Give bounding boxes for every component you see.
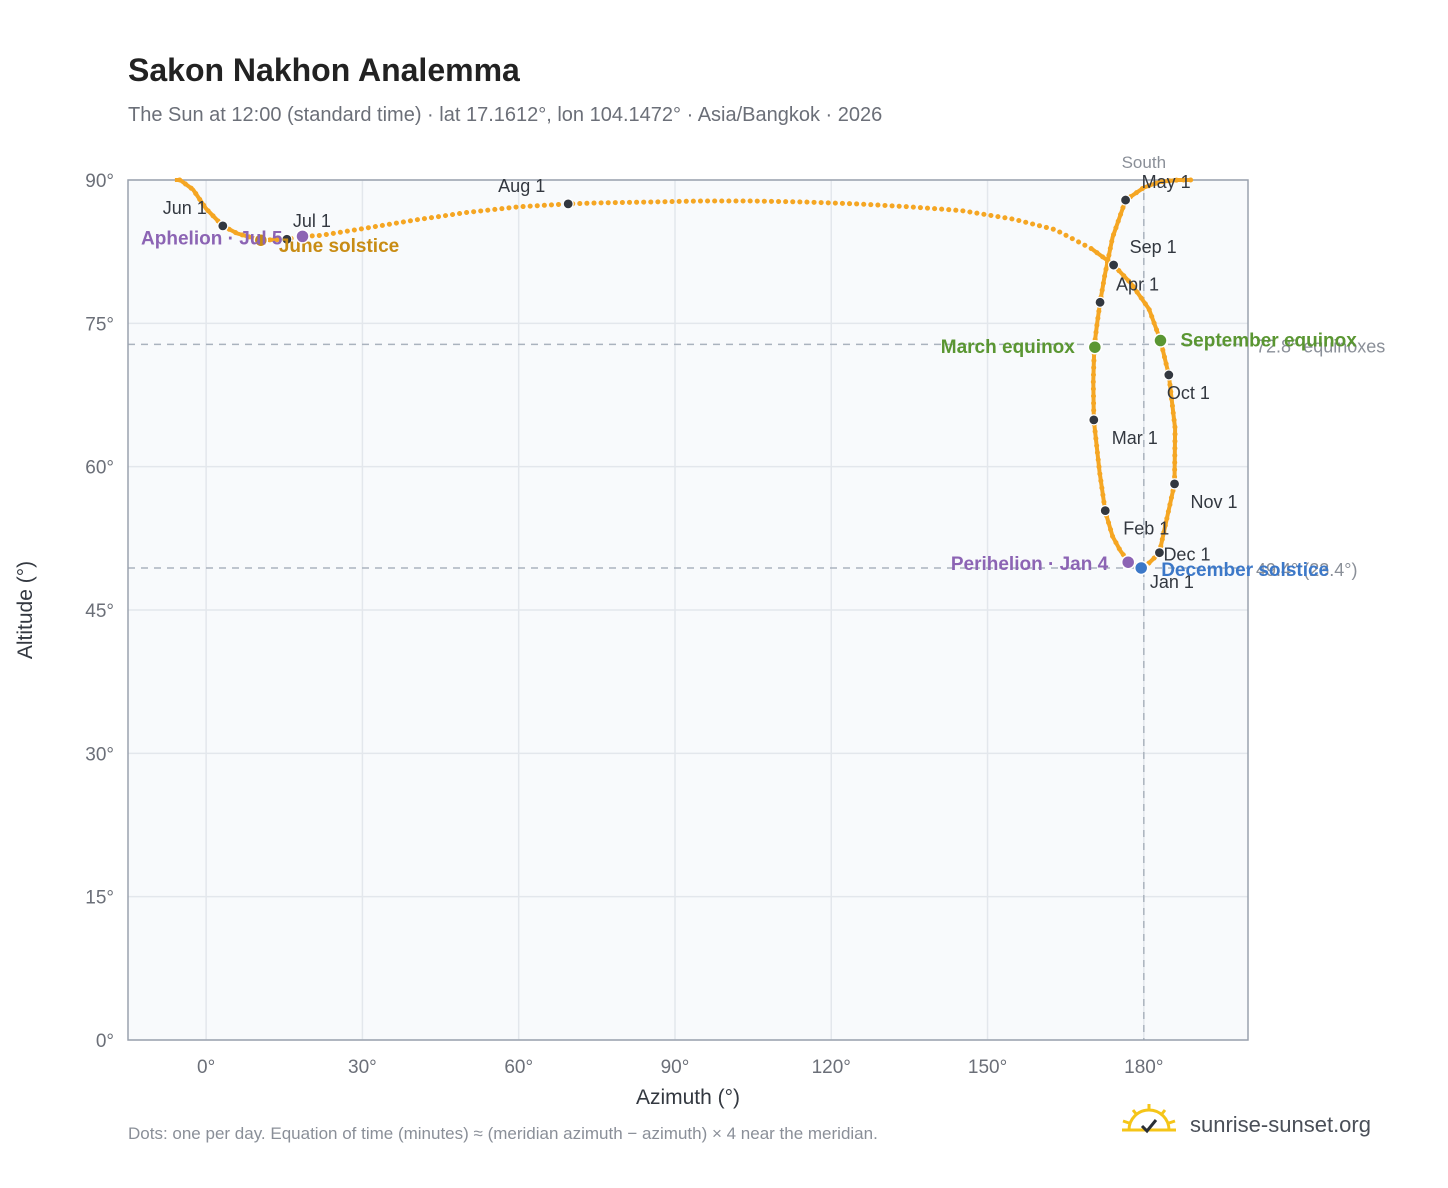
- month-markers: Jan 1 Feb 1 Mar 1 Apr 1 May 1 Jun 1 Jul 1 Aug 1…: [163, 172, 1238, 592]
- chart-subtitle: The Sun at 12:00 (standard time) · lat 1…: [128, 104, 883, 126]
- month-marker-label: Nov 1: [1191, 492, 1238, 512]
- footnote: Dots: one per day. Equation of time (min…: [128, 1124, 878, 1143]
- x-tick-label: 120°: [812, 1057, 851, 1078]
- event-markers: March equinox September equinox June solst…: [141, 228, 1357, 581]
- event-marker: [1087, 339, 1103, 355]
- month-marker-label: Jun 1: [163, 198, 207, 218]
- y-tick-label: 15°: [85, 888, 114, 909]
- month-marker-label: Aug 1: [498, 176, 545, 196]
- reference-line-label: 72.8° equinoxes: [1256, 336, 1385, 356]
- month-marker: [217, 220, 229, 232]
- event-marker: [1133, 560, 1149, 576]
- axis-ticks: 0° 30° 60° 90° 120° 150° 180° 0° 15° 30° 45° 60° 75°…: [85, 171, 1163, 1078]
- month-marker-label: Jan 1: [1150, 572, 1194, 592]
- month-marker: [1163, 369, 1175, 381]
- month-marker-label: Apr 1: [1116, 274, 1159, 294]
- x-tick-label: 180°: [1124, 1057, 1163, 1078]
- month-marker-label: Feb 1: [1123, 519, 1169, 539]
- y-tick-label: 0°: [96, 1031, 114, 1052]
- month-marker: [1168, 478, 1181, 490]
- month-marker-label: Dec 1: [1163, 545, 1210, 565]
- y-axis-label: Altitude (°): [14, 561, 37, 659]
- reference-line-label: 49.4° (23.4°): [1256, 560, 1357, 580]
- event-label: June solstice: [279, 236, 399, 257]
- sun-check-icon: [1122, 1104, 1176, 1134]
- month-marker-label: Oct 1: [1167, 383, 1210, 403]
- month-marker: [1088, 414, 1100, 426]
- month-marker: [562, 198, 574, 210]
- event-label: Perihelion · Jan 4: [951, 554, 1109, 575]
- month-marker: [1094, 296, 1106, 308]
- x-tick-label: 90°: [661, 1057, 690, 1078]
- y-tick-label: 60°: [85, 458, 114, 479]
- month-marker-label: Mar 1: [1112, 428, 1158, 448]
- month-marker: [1099, 505, 1111, 517]
- reference-lines: South 72.8° equinoxes 49.4° (23.4°): [128, 153, 1385, 1040]
- month-marker: [281, 233, 293, 245]
- chart-title: Sakon Nakhon Analemma: [128, 52, 520, 88]
- event-marker: [1120, 554, 1136, 570]
- month-marker: [1153, 547, 1166, 559]
- x-tick-label: 0°: [197, 1057, 215, 1078]
- brand-logo[interactable]: sunrise-sunset.org: [1120, 1104, 1400, 1148]
- event-marker: [1153, 333, 1168, 348]
- event-label: Aphelion · Jul 5: [141, 228, 283, 249]
- x-axis-label: Azimuth (°): [636, 1086, 740, 1109]
- y-tick-label: 75°: [85, 314, 114, 335]
- analemma-loop: [1090, 178, 1191, 570]
- y-tick-label: 45°: [85, 601, 114, 622]
- event-marker: [253, 232, 269, 248]
- month-marker: [1107, 259, 1120, 271]
- month-marker-label: Jul 1: [293, 211, 331, 231]
- x-tick-label: 150°: [968, 1057, 1007, 1078]
- x-tick-label: 60°: [504, 1057, 533, 1078]
- x-tick-label: 30°: [348, 1057, 377, 1078]
- event-marker: [295, 229, 310, 244]
- event-label: March equinox: [941, 337, 1076, 358]
- event-label: September equinox: [1180, 331, 1357, 352]
- month-marker-label: May 1: [1142, 172, 1191, 192]
- y-tick-label: 30°: [85, 744, 114, 765]
- meridian-label: South: [1122, 153, 1166, 172]
- y-tick-label: 90°: [85, 171, 114, 192]
- plot-border: [127, 179, 1249, 1041]
- month-marker-label: Sep 1: [1130, 237, 1177, 257]
- month-marker: [1119, 194, 1132, 206]
- event-label: December solstice: [1161, 560, 1329, 581]
- brand-name: sunrise-sunset.org: [1190, 1112, 1371, 1137]
